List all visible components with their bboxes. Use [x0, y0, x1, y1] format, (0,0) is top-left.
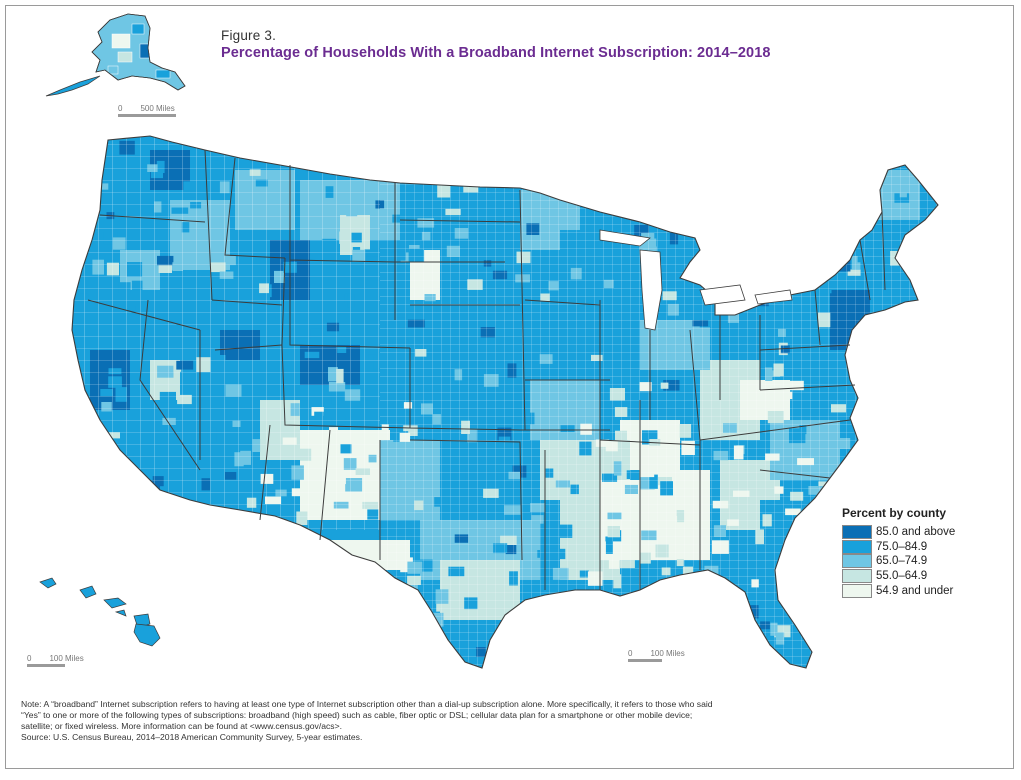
- legend-swatch: [842, 569, 872, 584]
- alaska-scale-zero: 0: [118, 104, 123, 113]
- us-lower48: [72, 136, 938, 668]
- legend-swatch: [842, 525, 872, 540]
- florida-scale-bar: 0 100 Miles: [628, 649, 685, 662]
- legend: Percent by county 85.0 and above 75.0–84.…: [842, 506, 992, 598]
- state-borders: [87, 149, 886, 590]
- legend-item: 65.0–74.9: [842, 554, 992, 569]
- hawaii-scale-zero: 0: [27, 654, 32, 663]
- legend-item: 85.0 and above: [842, 525, 992, 540]
- legend-item: 75.0–84.9: [842, 539, 992, 555]
- figure-title: Percentage of Households With a Broadban…: [221, 45, 771, 61]
- note-line: satellite; or fixed wireless. More infor…: [21, 721, 342, 731]
- legend-label: 55.0–64.9: [876, 570, 928, 583]
- legend-item: 55.0–64.9: [842, 569, 992, 584]
- hawaii-scale-distance: 100 Miles: [49, 654, 84, 663]
- legend-label: 54.9 and under: [876, 584, 954, 597]
- figure-frame: [5, 5, 1014, 769]
- figure-label: Figure 3.: [221, 28, 277, 43]
- alaska-scale-bar: 0 500 Miles: [118, 104, 176, 117]
- legend-label: 75.0–84.9: [876, 540, 928, 553]
- florida-scale-zero: 0: [628, 649, 633, 658]
- note-line: “Yes” to one or more of the following ty…: [21, 710, 693, 720]
- source-line: Source: U.S. Census Bureau, 2014–2018 Am…: [21, 732, 363, 742]
- legend-swatch: [842, 583, 872, 598]
- hawaii-islands: [39, 577, 161, 647]
- legend-title: Percent by county: [842, 506, 947, 520]
- florida-scale-distance: 100 Miles: [650, 649, 685, 658]
- alaska-inset: [45, 13, 186, 97]
- notes: Note: A “broadband” Internet subscriptio…: [21, 699, 1001, 743]
- legend-label: 85.0 and above: [876, 526, 956, 539]
- legend-label: 65.0–74.9: [876, 555, 928, 568]
- legend-item: 54.9 and under: [842, 583, 992, 598]
- legend-swatch: [842, 554, 872, 569]
- note-line: Note: A “broadband” Internet subscriptio…: [21, 699, 713, 709]
- alaska-scale-distance: 500 Miles: [140, 104, 175, 113]
- hawaii-scale-bar: 0 100 Miles: [27, 654, 84, 667]
- legend-swatch: [842, 539, 872, 554]
